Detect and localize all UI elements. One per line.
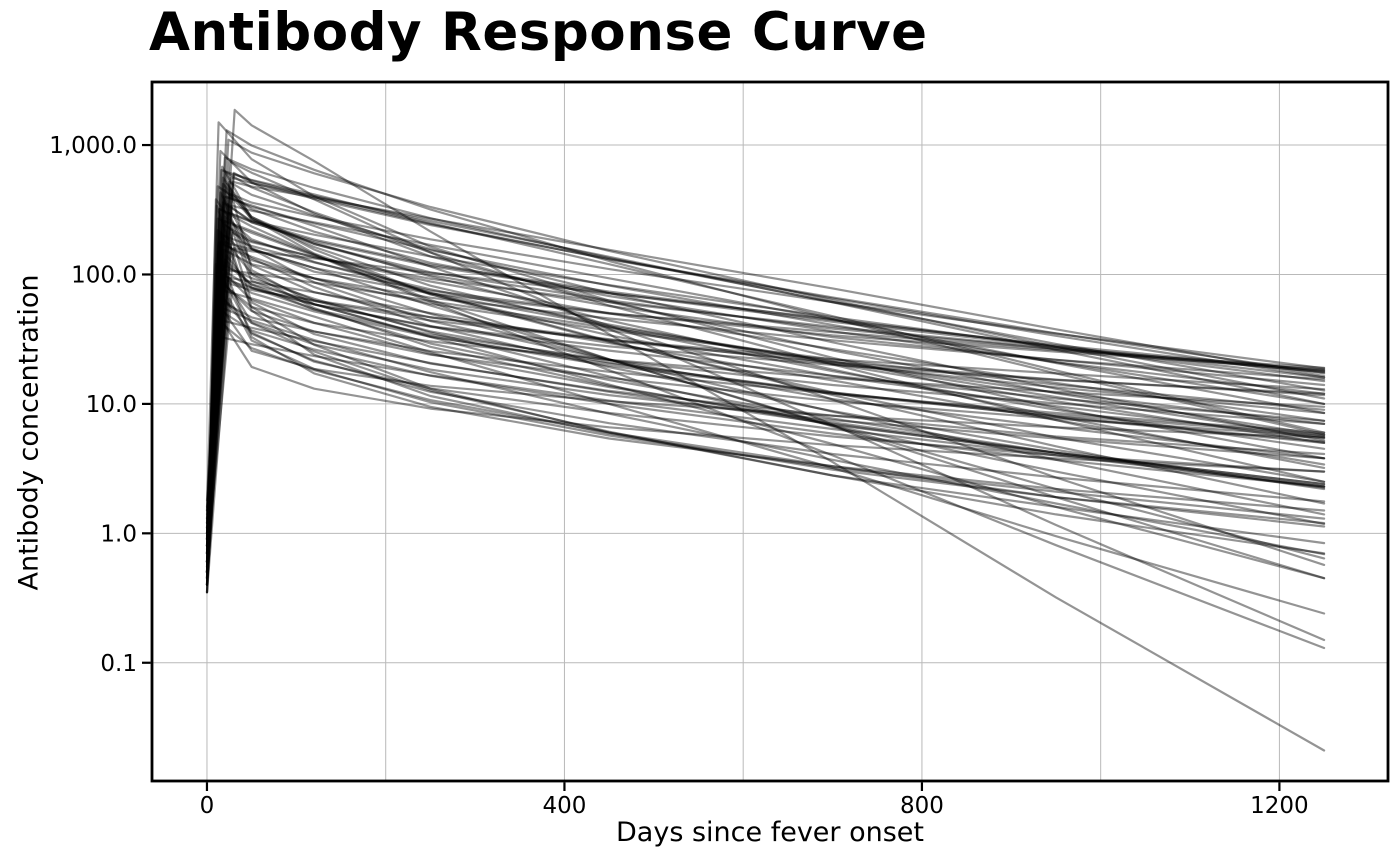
- series-line: [205, 270, 1326, 564]
- series-line: [205, 176, 1326, 520]
- series-line: [205, 156, 1326, 525]
- series-line: [205, 180, 1326, 525]
- series-line: [205, 240, 1326, 580]
- series-line: [205, 231, 1326, 548]
- series-line: [205, 204, 1326, 580]
- y-tick-label: 10.0: [86, 392, 137, 418]
- series-line: [205, 335, 1326, 594]
- x-axis-label: Days since fever onset: [616, 817, 924, 848]
- panel-border: [150, 80, 1390, 783]
- series-line: [205, 314, 1326, 586]
- series-line: [205, 263, 1326, 548]
- series-line: [205, 233, 1326, 580]
- series-line: [205, 182, 1326, 555]
- y-tick-label: 1,000.0: [49, 133, 137, 159]
- series-line: [205, 208, 1326, 574]
- x-tick-label: 0: [200, 793, 215, 819]
- x-tick-label: 400: [542, 793, 586, 819]
- series-line: [205, 282, 1326, 574]
- series-line: [205, 160, 1326, 642]
- series-line: [205, 211, 1326, 535]
- series-line: [205, 208, 1326, 560]
- series-line: [205, 268, 1326, 555]
- series-line: [205, 169, 1326, 541]
- series-line: [205, 279, 1326, 586]
- series-line: [205, 307, 1326, 580]
- series-line: [205, 254, 1326, 525]
- series-line: [205, 276, 1326, 586]
- series-line: [205, 289, 1326, 615]
- series-line: [205, 240, 1326, 574]
- series-line: [205, 293, 1326, 586]
- series-line: [205, 219, 1326, 650]
- series-line: [205, 229, 1326, 586]
- chart-title: Antibody Response Curve: [149, 2, 928, 63]
- series-line: [205, 204, 1326, 555]
- series-line: [205, 224, 1326, 541]
- series-line: [205, 224, 1326, 535]
- series-line: [205, 226, 1326, 564]
- series-line: [205, 182, 1326, 508]
- series-line: [205, 264, 1326, 564]
- series-line: [205, 276, 1326, 555]
- series-line: [205, 241, 1326, 574]
- series-line: [205, 171, 1326, 520]
- series-line: [205, 199, 1326, 530]
- series-line: [205, 187, 1326, 538]
- series-line: [205, 234, 1326, 555]
- series-line: [205, 180, 1326, 548]
- series-line: [205, 195, 1326, 541]
- series-line: [205, 273, 1326, 564]
- y-tick-label: 0.1: [100, 651, 137, 677]
- series-line: [205, 201, 1326, 502]
- series-line: [205, 129, 1326, 530]
- series-line: [205, 289, 1326, 564]
- series-line: [205, 198, 1326, 586]
- series-line: [205, 108, 1326, 752]
- series-line: [205, 250, 1326, 594]
- series-line: [205, 258, 1326, 580]
- series-line: [205, 324, 1326, 586]
- series-line: [205, 247, 1326, 541]
- series-line: [205, 250, 1326, 569]
- series-line: [205, 258, 1326, 574]
- series-line: [205, 248, 1326, 569]
- y-tick-label: 100.0: [71, 262, 137, 288]
- x-tick-label: 1200: [1250, 793, 1309, 819]
- series-line: [205, 192, 1326, 548]
- series-line: [205, 195, 1326, 567]
- y-tick-label: 1.0: [100, 521, 137, 547]
- series-line: [205, 217, 1326, 555]
- x-tick-label: 800: [900, 793, 944, 819]
- series-line: [205, 318, 1326, 574]
- series-line: [205, 121, 1326, 512]
- series-line: [205, 170, 1326, 548]
- series-line: [205, 293, 1326, 574]
- series-line: [205, 224, 1326, 512]
- series-line: [205, 310, 1326, 574]
- series-line: [205, 297, 1326, 594]
- series-line: [205, 280, 1326, 574]
- series-line: [205, 302, 1326, 555]
- series-line: [205, 149, 1326, 541]
- series-line: [205, 176, 1326, 535]
- series-line: [205, 219, 1326, 564]
- series-line: [205, 172, 1326, 564]
- series-line: [205, 191, 1326, 564]
- series-line: [205, 188, 1326, 530]
- y-axis-label: Antibody concentration: [13, 274, 45, 591]
- series-line: [205, 282, 1326, 535]
- series-line: [205, 138, 1326, 516]
- series-line: [205, 185, 1326, 574]
- series-line: [205, 307, 1326, 594]
- series-line: [205, 165, 1326, 555]
- series-line: [205, 215, 1326, 548]
- series-line: [205, 203, 1326, 551]
